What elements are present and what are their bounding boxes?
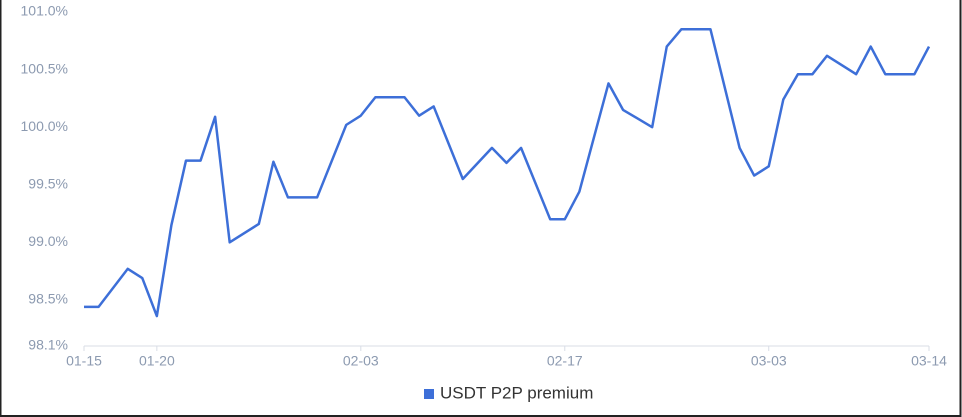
x-tick-label: 03-03: [751, 353, 787, 369]
x-tick-label: 02-17: [547, 353, 583, 369]
y-tick-label: 98.5%: [28, 291, 68, 307]
y-tick-label: 99.5%: [28, 175, 68, 191]
legend-swatch: [424, 389, 434, 399]
legend-text: USDT P2P premium: [440, 383, 593, 402]
x-tick-label: 03-14: [911, 353, 947, 369]
y-tick-label: 100.0%: [21, 118, 68, 134]
y-tick-label: 100.5%: [21, 60, 68, 76]
x-tick-label: 01-15: [66, 353, 102, 369]
x-tick-label: 02-03: [343, 353, 379, 369]
y-tick-label: 101.0%: [21, 3, 68, 19]
y-tick-label: 99.0%: [28, 233, 68, 249]
line-series: [84, 28, 931, 318]
y-tick-label: 98.1%: [28, 337, 68, 353]
x-tick-label: 01-20: [139, 353, 175, 369]
